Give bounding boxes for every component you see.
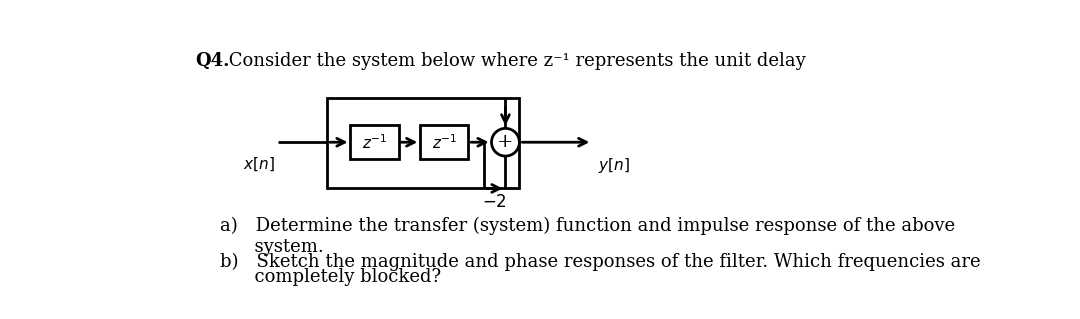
Circle shape (491, 128, 519, 156)
Text: $x[n]$: $x[n]$ (243, 156, 274, 174)
Text: $-2$: $-2$ (482, 194, 508, 211)
Text: a) Determine the transfer (system) function and impulse response of the above: a) Determine the transfer (system) funct… (220, 217, 956, 235)
Text: $z^{-1}$: $z^{-1}$ (432, 133, 457, 152)
Polygon shape (420, 125, 469, 159)
Text: completely blocked?: completely blocked? (220, 268, 442, 286)
Text: Consider the system below where z⁻¹ represents the unit delay: Consider the system below where z⁻¹ repr… (222, 52, 806, 70)
Text: Q4.: Q4. (195, 52, 230, 70)
Polygon shape (350, 125, 399, 159)
Text: $z^{-1}$: $z^{-1}$ (362, 133, 388, 152)
Text: b) Sketch the magnitude and phase responses of the filter. Which frequencies are: b) Sketch the magnitude and phase respon… (220, 252, 981, 271)
Text: +: + (497, 133, 514, 151)
Text: $y[n]$: $y[n]$ (598, 156, 630, 175)
Text: system.: system. (220, 238, 324, 256)
